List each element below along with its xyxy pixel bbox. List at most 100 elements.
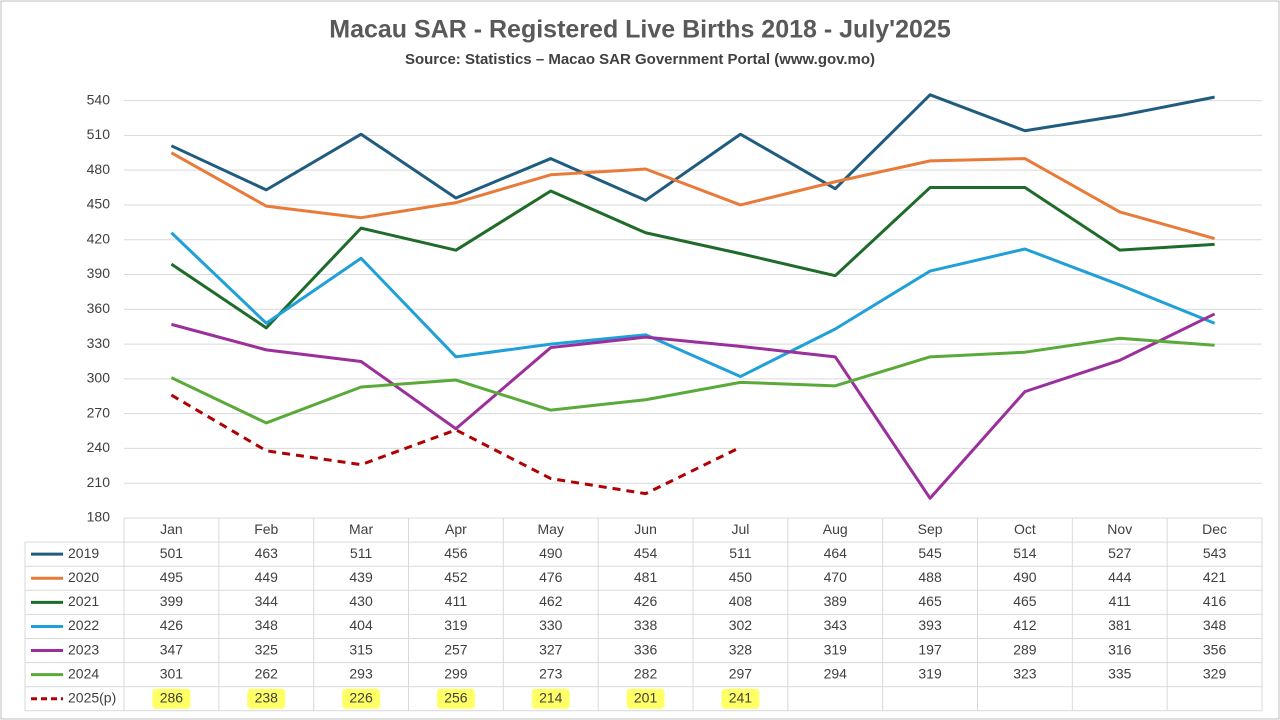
table-value: 399 — [160, 593, 184, 609]
table-value: 356 — [1203, 641, 1227, 657]
y-tick-label: 240 — [87, 439, 111, 455]
x-tick-label: May — [538, 521, 564, 537]
x-tick-label: Nov — [1107, 521, 1132, 537]
table-value: 289 — [1013, 641, 1037, 657]
legend-label: 2020 — [68, 569, 99, 585]
y-tick-label: 510 — [87, 126, 111, 142]
table-value: 226 — [349, 689, 373, 705]
table-value: 241 — [729, 689, 753, 705]
table-value: 545 — [918, 545, 942, 561]
table-value: 476 — [539, 569, 563, 585]
table-value: 336 — [634, 641, 658, 657]
series-line — [170, 231, 1216, 379]
cell-highlight — [436, 688, 475, 709]
table-value: 301 — [160, 665, 184, 681]
table-value: 452 — [444, 569, 468, 585]
table-value: 315 — [349, 641, 373, 657]
table-value: 381 — [1108, 617, 1132, 633]
table-value: 450 — [729, 569, 753, 585]
cell-highlight — [531, 688, 570, 709]
table-value: 329 — [1203, 665, 1227, 681]
table-value: 328 — [729, 641, 753, 657]
cell-highlight — [626, 688, 665, 709]
table-value: 197 — [918, 641, 942, 657]
table-value: 462 — [539, 593, 563, 609]
table-value: 465 — [1013, 593, 1037, 609]
table-value: 511 — [729, 545, 752, 561]
table-value: 449 — [255, 569, 279, 585]
table-value: 293 — [349, 665, 373, 681]
y-tick-label: 420 — [87, 230, 111, 246]
series-line — [170, 393, 742, 496]
x-tick-label: Feb — [254, 521, 278, 537]
legend-label: 2024 — [68, 665, 99, 681]
table-value: 411 — [1109, 593, 1132, 609]
table-value: 335 — [1108, 665, 1132, 681]
table-value: 262 — [255, 665, 279, 681]
series-line — [170, 186, 1215, 330]
table-value: 490 — [1013, 569, 1037, 585]
series-line — [170, 336, 1215, 425]
y-tick-label: 180 — [87, 509, 111, 525]
y-tick-label: 360 — [87, 300, 111, 316]
x-tick-label: Dec — [1202, 521, 1227, 537]
table-value: 282 — [634, 665, 658, 681]
y-tick-label: 330 — [87, 335, 111, 351]
table-value: 299 — [444, 665, 468, 681]
chart-title: Macau SAR - Registered Live Births 2018 … — [329, 16, 951, 44]
table-value: 439 — [349, 569, 373, 585]
table-value: 393 — [918, 617, 942, 633]
table-value: 319 — [444, 617, 468, 633]
table-value: 465 — [918, 593, 942, 609]
table-value: 238 — [255, 689, 279, 705]
table-value: 256 — [444, 689, 468, 705]
legend-label: 2021 — [68, 593, 99, 609]
table-value: 273 — [539, 665, 563, 681]
legend-label: 2022 — [68, 617, 99, 633]
x-tick-label: Oct — [1014, 521, 1036, 537]
x-tick-label: Jun — [634, 521, 657, 537]
table-value: 481 — [634, 569, 658, 585]
cell-highlight — [342, 688, 381, 709]
x-tick-label: Jan — [160, 521, 183, 537]
table-value: 297 — [729, 665, 753, 681]
x-tick-label: Jul — [731, 521, 749, 537]
table-value: 421 — [1203, 569, 1227, 585]
table-value: 488 — [918, 569, 942, 585]
cell-highlight — [721, 688, 760, 709]
y-tick-label: 270 — [87, 404, 111, 420]
table-value: 294 — [824, 665, 848, 681]
table-value: 464 — [824, 545, 848, 561]
table-value: 338 — [634, 617, 658, 633]
table-value: 257 — [444, 641, 468, 657]
table-value: 343 — [824, 617, 848, 633]
legend-label: 2023 — [68, 641, 99, 657]
table-value: 416 — [1203, 593, 1227, 609]
table-value: 348 — [1203, 617, 1227, 633]
table-value: 201 — [634, 689, 658, 705]
y-tick-label: 300 — [87, 370, 111, 386]
table-value: 325 — [255, 641, 279, 657]
table-value: 511 — [350, 545, 373, 561]
chart-subtitle: Source: Statistics – Macao SAR Governmen… — [405, 51, 875, 68]
table-value: 389 — [824, 593, 848, 609]
table-value: 426 — [634, 593, 658, 609]
table-value: 319 — [918, 665, 942, 681]
table-value: 404 — [349, 617, 373, 633]
table-value: 456 — [444, 545, 468, 561]
table-value: 501 — [160, 545, 184, 561]
table-value: 444 — [1108, 569, 1132, 585]
table-value: 286 — [160, 689, 184, 705]
x-tick-label: Apr — [445, 521, 467, 537]
table-value: 323 — [1013, 665, 1037, 681]
table-value: 543 — [1203, 545, 1227, 561]
series-line — [171, 312, 1216, 500]
table-value: 302 — [729, 617, 753, 633]
table-value: 348 — [255, 617, 279, 633]
table-value: 347 — [160, 641, 184, 657]
table-value: 426 — [160, 617, 184, 633]
table-value: 319 — [824, 641, 848, 657]
table-value: 430 — [349, 593, 373, 609]
table-value: 527 — [1108, 545, 1132, 561]
